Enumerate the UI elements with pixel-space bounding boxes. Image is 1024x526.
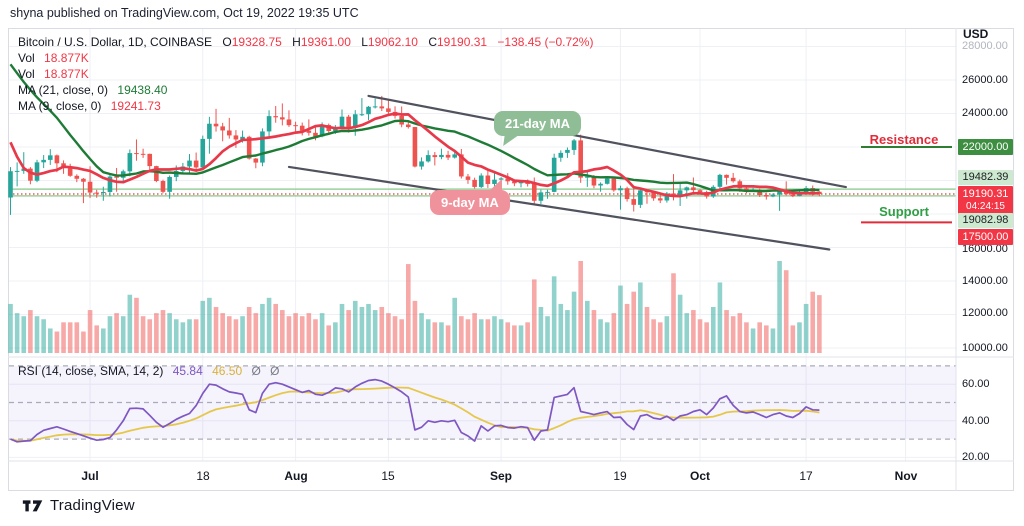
ma21-callout-bubble[interactable]: 21-day MA	[494, 111, 582, 136]
upper-level-badge: 19482.39	[958, 170, 1013, 185]
time-tick-nov[interactable]: Nov	[894, 469, 918, 483]
tradingview-logo-icon	[22, 500, 43, 512]
time-tick-19[interactable]: 19	[613, 469, 627, 483]
legend-row-ma9: MA (9, close, 0) 19241.73	[18, 99, 161, 113]
ohlc-close-value: 19190.31	[437, 35, 488, 49]
resistance-label[interactable]: Resistance	[869, 132, 939, 147]
time-tick-aug[interactable]: Aug	[284, 469, 308, 483]
legend-row-rsi: RSI (14, close, SMA, 14, 2) 45.84 46.50 …	[18, 364, 280, 378]
price-tick[interactable]: 28000.00	[962, 40, 1008, 52]
brand-name: TradingView	[50, 497, 135, 514]
rsi-hidden-input-icon: Ø	[251, 364, 261, 378]
rsi-value: 45.84	[172, 364, 203, 378]
lower-level-badge: 19082.98	[958, 213, 1013, 228]
rsi-tick[interactable]: 60.00	[962, 378, 990, 390]
price-tick[interactable]: 24000.00	[962, 107, 1008, 119]
rsi-tick[interactable]: 40.00	[962, 415, 990, 427]
price-tick[interactable]: 10000.00	[962, 342, 1008, 354]
price-tick[interactable]: 16000.00	[962, 243, 1008, 255]
ohlc-open-value: 19328.75	[231, 35, 282, 49]
ohlc-high-value: 19361.00	[300, 35, 351, 49]
rsi-label: RSI (14, close, SMA, 14, 2)	[18, 364, 164, 378]
ohlc-open-key: O	[222, 35, 232, 49]
price-axis-currency[interactable]: USD	[963, 27, 989, 41]
symbol-title: Bitcoin / U.S. Dollar, 1D, COINBASE	[18, 35, 213, 49]
time-tick-18[interactable]: 18	[196, 469, 210, 483]
time-tick-15[interactable]: 15	[381, 469, 395, 483]
bar-countdown: 04:24:15	[966, 201, 1005, 212]
support-price-badge: 17500.00	[958, 229, 1013, 245]
ma21-label: MA (21, close, 0)	[18, 83, 109, 97]
legend-row-ma21: MA (21, close, 0) 19438.40	[18, 83, 167, 97]
support-label[interactable]: Support	[879, 204, 929, 219]
chart-widget	[8, 28, 1014, 491]
ohlc-close-key: C	[428, 35, 437, 49]
tradingview-branding[interactable]: TradingView	[22, 497, 135, 514]
price-tick[interactable]: 14000.00	[962, 275, 1008, 287]
price-tick[interactable]: 26000.00	[962, 74, 1008, 86]
price-tick[interactable]: 12000.00	[962, 307, 1008, 319]
vol-value: 18.877K	[44, 67, 89, 81]
ma9-label: MA (9, close, 0)	[18, 99, 102, 113]
time-tick-17[interactable]: 17	[799, 469, 813, 483]
vol-label: Vol	[18, 51, 35, 65]
time-tick-jul[interactable]: Jul	[81, 469, 99, 483]
vol-label: Vol	[18, 67, 35, 81]
ma9-callout-bubble[interactable]: 9-day MA	[430, 179, 510, 215]
time-tick-oct[interactable]: Oct	[689, 469, 710, 483]
ohlc-low-value: 19062.10	[367, 35, 418, 49]
last-price-badge: 19190.31 04:24:15	[958, 186, 1013, 214]
rsi-tick[interactable]: 20.00	[962, 451, 990, 463]
legend-row-vol-pane: Vol 18.877K	[18, 67, 89, 81]
rsi-hidden-input-icon: Ø	[270, 364, 280, 378]
resistance-price-badge: 22000.00	[958, 139, 1013, 155]
legend-row-symbol: Bitcoin / U.S. Dollar, 1D, COINBASE O193…	[18, 35, 593, 49]
rsi-sma-value: 46.50	[212, 364, 243, 378]
last-price-value: 19190.31	[962, 188, 1009, 200]
ohlc-high-key: H	[292, 35, 301, 49]
vol-value: 18.877K	[44, 51, 89, 65]
legend-row-vol-overlay: Vol 18.877K	[18, 51, 89, 65]
publish-caption: shyna published on TradingView.com, Oct …	[10, 6, 359, 20]
time-tick-sep[interactable]: Sep	[489, 469, 512, 483]
ma21-value: 19438.40	[117, 83, 168, 97]
ma9-value: 19241.73	[110, 99, 161, 113]
change-value: −138.45 (−0.72%)	[497, 35, 594, 49]
ohlc-low-key: L	[361, 35, 368, 49]
